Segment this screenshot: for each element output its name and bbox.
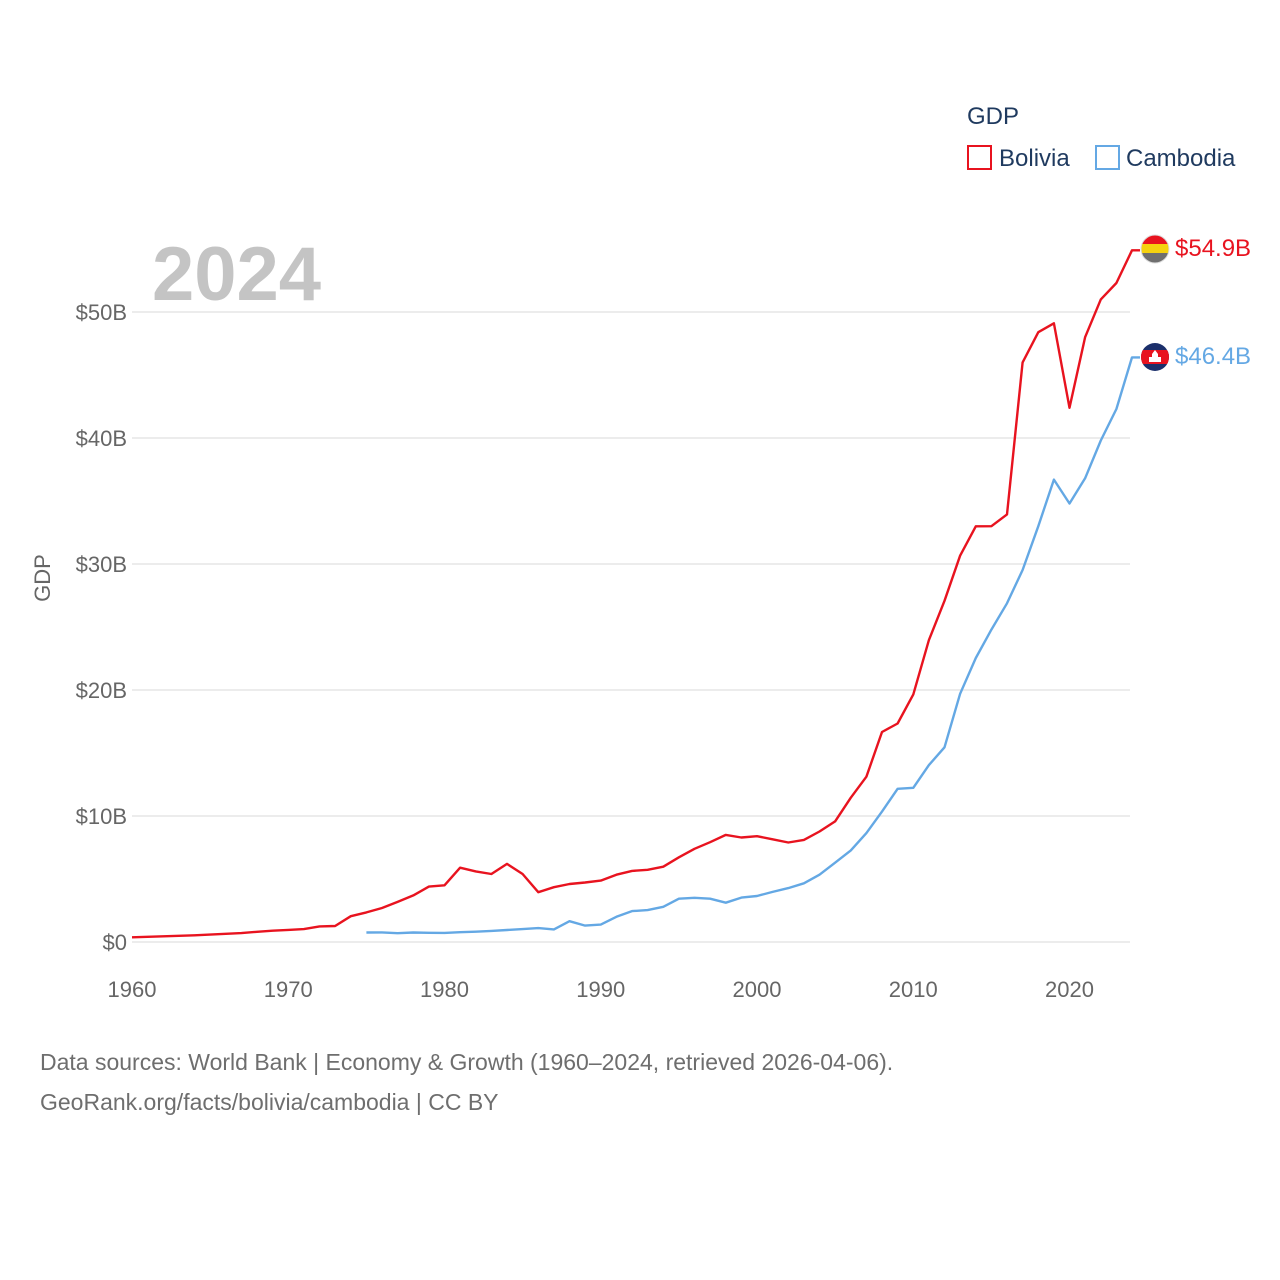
x-tick-label: 2020 bbox=[1045, 977, 1094, 1002]
y-axis-title: GDP bbox=[30, 554, 55, 602]
series-lines bbox=[131, 249, 1140, 939]
x-tick-label: 2000 bbox=[733, 977, 782, 1002]
cambodia-flag-icon bbox=[1141, 343, 1169, 371]
y-tick-label: $10B bbox=[76, 804, 127, 829]
x-tick-label: 2010 bbox=[889, 977, 938, 1002]
x-tick-label: 1980 bbox=[420, 977, 469, 1002]
legend-item-cambodia[interactable]: Cambodia bbox=[1095, 145, 1236, 172]
end-label-bolivia: $54.9B bbox=[1175, 235, 1251, 262]
legend-label-bolivia: Bolivia bbox=[999, 145, 1070, 172]
source-footer: Data sources: World Bank | Economy & Gro… bbox=[40, 1042, 1240, 1122]
y-tick-label: $30B bbox=[76, 552, 127, 577]
legend-item-bolivia[interactable]: Bolivia bbox=[967, 145, 1070, 172]
legend-title: GDP bbox=[967, 103, 1019, 130]
y-tick-label: $0 bbox=[103, 930, 127, 955]
legend-swatch-bolivia bbox=[967, 145, 992, 170]
legend-swatch-cambodia bbox=[1095, 145, 1120, 170]
x-tick-label: 1990 bbox=[576, 977, 625, 1002]
y-axis-ticks: $0 $10B $20B $30B $40B $50B bbox=[76, 300, 127, 955]
series-line-cambodia[interactable] bbox=[366, 356, 1140, 935]
year-label: 2024 bbox=[152, 232, 321, 317]
x-axis-ticks: 1960 1970 1980 1990 2000 2010 2020 bbox=[108, 977, 1094, 1002]
legend: GDP Bolivia Cambodia bbox=[967, 103, 1236, 172]
source-line: Data sources: World Bank | Economy & Gro… bbox=[40, 1049, 894, 1075]
y-tick-label: $20B bbox=[76, 678, 127, 703]
gridlines bbox=[132, 311, 1130, 943]
series-line-bolivia[interactable] bbox=[131, 249, 1140, 939]
x-tick-label: 1960 bbox=[108, 977, 157, 1002]
source-url[interactable]: GeoRank.org/facts/bolivia/cambodia | CC … bbox=[40, 1089, 499, 1115]
end-label-cambodia: $46.4B bbox=[1175, 343, 1251, 370]
x-tick-label: 1970 bbox=[264, 977, 313, 1002]
legend-label-cambodia: Cambodia bbox=[1126, 145, 1236, 172]
bolivia-flag-icon bbox=[1140, 234, 1170, 264]
y-tick-label: $40B bbox=[76, 426, 127, 451]
y-tick-label: $50B bbox=[76, 300, 127, 325]
